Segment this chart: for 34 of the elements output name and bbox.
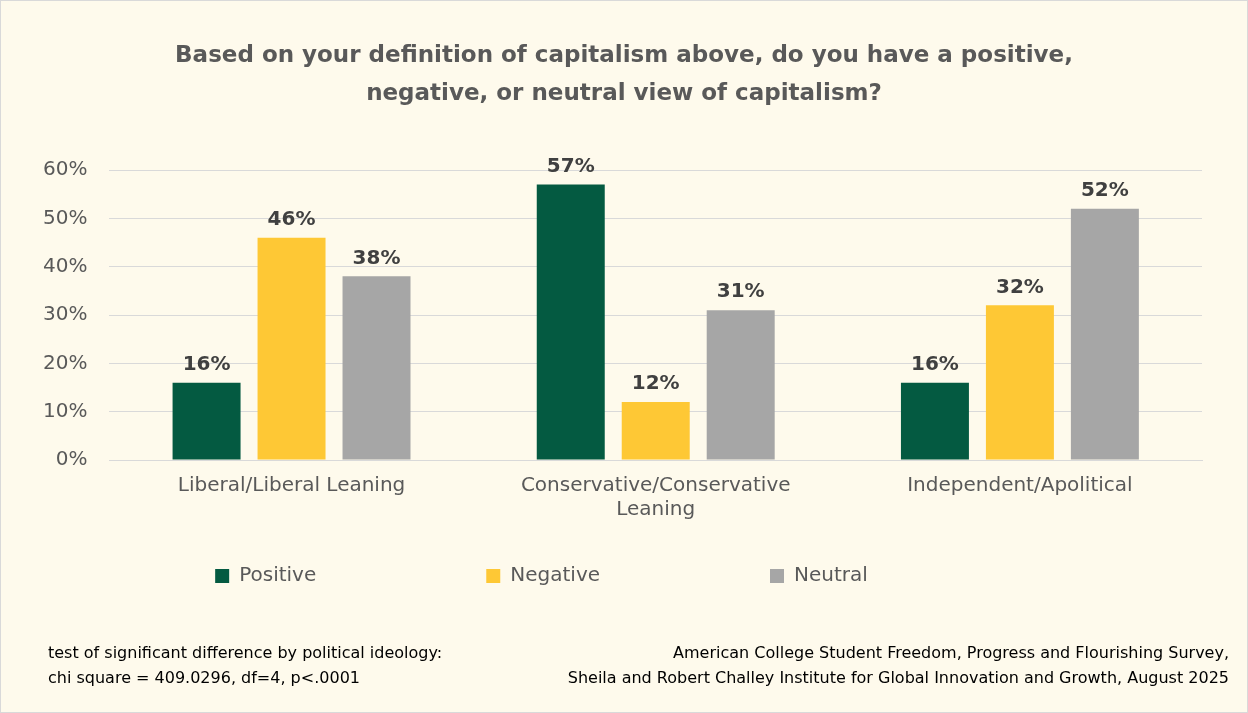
bar [257,237,326,460]
y-tick-label: 20% [43,349,88,374]
x-tick-label: Conservative/Conservative Leaning [520,472,791,521]
y-tick-label: 0% [55,446,88,471]
bar [985,305,1054,460]
legend-label: Positive [239,562,457,587]
bar [621,402,690,460]
data-label: 16% [911,350,959,375]
bar [706,310,775,460]
y-tick-label: 60% [43,156,88,181]
y-tick-label: 10% [43,397,88,422]
bar [900,382,969,460]
x-tick-label: Liberal/Liberal Leaning [177,472,406,497]
bar [172,382,241,460]
legend-label: Neutral [794,562,1008,587]
legend-label: Negative [510,562,741,587]
bar [1070,208,1139,460]
bar [536,184,605,460]
y-tick-label: 50% [43,204,88,229]
bar [342,276,411,460]
data-label: 46% [267,205,316,230]
data-label: 31% [716,278,765,303]
y-tick-label: 30% [43,301,88,326]
data-label: 52% [1080,176,1129,201]
data-label: 38% [352,244,401,269]
text: test of significant difference by political ideology: chi square = 409.0296, df=4, p<.0001 [48,642,443,689]
text: American College Student Freedom, Progress and Flourishing Survey, Sheila and Robert Challey Institute for Global Innovation and Growth, August 2025 [567,642,1229,689]
chart-title: Based on your definition of capitalism above, do you have a positive, negative, or neutral view of capitalism? [174,40,1074,107]
data-label: 57% [546,152,595,177]
data-label: 32% [995,273,1044,298]
data-label: 16% [182,350,231,375]
x-tick-label: Independent/Apolitical [907,472,1133,497]
data-label: 12% [631,370,680,395]
y-tick-label: 40% [43,252,88,277]
